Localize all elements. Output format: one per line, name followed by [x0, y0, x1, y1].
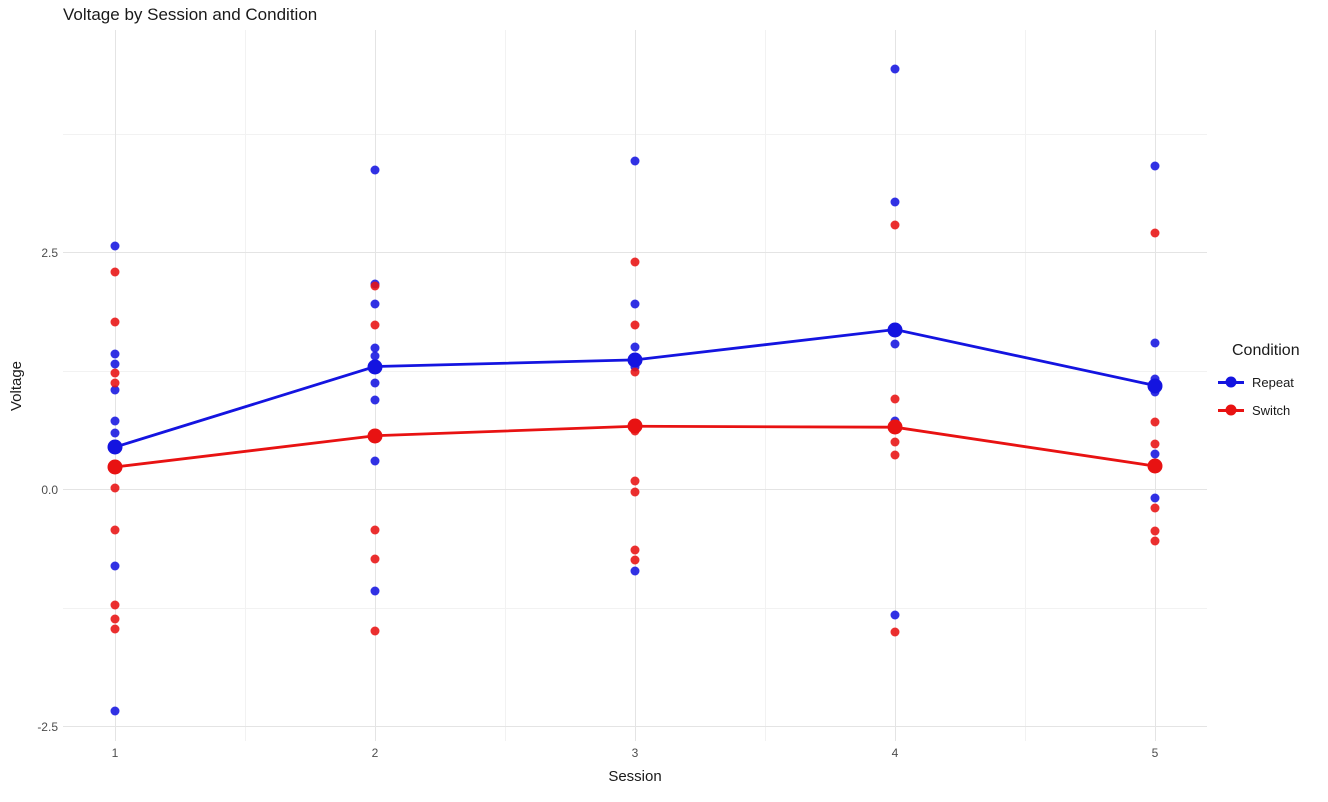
- data-point: [370, 554, 380, 564]
- data-point: [110, 525, 120, 535]
- switch-key-icon: [1218, 402, 1244, 418]
- data-point: [1150, 338, 1160, 348]
- data-point: [110, 614, 120, 624]
- legend-entry-switch: Switch: [1218, 402, 1300, 418]
- data-point: [370, 456, 380, 466]
- data-point: [110, 706, 120, 716]
- data-point: [110, 359, 120, 369]
- legend-label-repeat: Repeat: [1252, 374, 1294, 390]
- data-point: [630, 320, 640, 330]
- data-point: [630, 555, 640, 565]
- data-point: [110, 241, 120, 251]
- mean-point: [627, 352, 643, 368]
- data-point: [110, 368, 120, 378]
- mean-point: [627, 418, 643, 434]
- data-point: [890, 627, 900, 637]
- data-point: [630, 342, 640, 352]
- gridline-major-v: [634, 30, 636, 741]
- data-point: [1150, 536, 1160, 546]
- x-tick-label: 2: [371, 746, 379, 760]
- data-point: [370, 525, 380, 535]
- data-point: [1150, 161, 1160, 171]
- data-point: [370, 281, 380, 291]
- data-point: [630, 476, 640, 486]
- data-point: [890, 64, 900, 74]
- mean-point: [367, 428, 383, 444]
- data-point: [1150, 526, 1160, 536]
- data-point: [1150, 417, 1160, 427]
- x-tick-label: 4: [891, 746, 899, 760]
- data-point: [890, 450, 900, 460]
- data-point: [890, 197, 900, 207]
- gridline-minor-v: [1024, 30, 1026, 741]
- data-point: [110, 600, 120, 610]
- data-point: [110, 416, 120, 426]
- data-point: [890, 437, 900, 447]
- legend-entry-repeat: Repeat: [1218, 374, 1300, 390]
- data-point: [890, 220, 900, 230]
- data-point: [630, 566, 640, 576]
- gridline-minor-v: [244, 30, 246, 741]
- legend-label-switch: Switch: [1252, 402, 1291, 418]
- y-tick-label: 0.0: [41, 482, 58, 497]
- mean-point: [1147, 458, 1163, 474]
- data-point: [630, 367, 640, 377]
- data-point: [110, 561, 120, 571]
- data-point: [890, 610, 900, 620]
- mean-point: [887, 419, 903, 435]
- data-point: [630, 487, 640, 497]
- x-tick-label: 5: [1151, 746, 1159, 760]
- legend-title: Condition: [1232, 342, 1300, 359]
- x-axis-title: Session: [608, 768, 662, 785]
- data-point: [110, 349, 120, 359]
- data-point: [110, 624, 120, 634]
- data-point: [1150, 439, 1160, 449]
- data-point: [370, 395, 380, 405]
- x-tick-label: 3: [631, 746, 639, 760]
- data-point: [1150, 228, 1160, 238]
- data-point: [630, 156, 640, 166]
- data-point: [110, 378, 120, 388]
- data-point: [110, 267, 120, 277]
- data-point: [370, 299, 380, 309]
- data-point: [370, 626, 380, 636]
- gridline-minor-v: [764, 30, 766, 741]
- mean-point: [107, 459, 123, 475]
- data-point: [370, 586, 380, 596]
- legend: Condition Repeat Switch: [1218, 342, 1300, 430]
- data-point: [370, 378, 380, 388]
- y-tick-label: 2.5: [41, 245, 58, 260]
- mean-point: [367, 359, 383, 375]
- y-tick-label: -2.5: [37, 719, 58, 734]
- data-point: [890, 394, 900, 404]
- data-point: [110, 483, 120, 493]
- chart-title: Voltage by Session and Condition: [63, 5, 318, 24]
- data-point: [1150, 449, 1160, 459]
- data-point: [1150, 503, 1160, 513]
- mean-point: [107, 439, 123, 455]
- data-point: [110, 317, 120, 327]
- data-point: [370, 165, 380, 175]
- repeat-key-icon: [1218, 374, 1244, 390]
- data-point: [110, 428, 120, 438]
- data-point: [370, 320, 380, 330]
- data-point: [630, 257, 640, 267]
- mean-point: [887, 322, 903, 338]
- gridline-minor-v: [504, 30, 506, 741]
- data-point: [630, 299, 640, 309]
- y-axis-title: Voltage: [8, 360, 25, 412]
- data-point: [630, 545, 640, 555]
- x-tick-label: 1: [111, 746, 119, 760]
- data-point: [890, 339, 900, 349]
- mean-point: [1147, 378, 1163, 393]
- data-point: [1150, 493, 1160, 503]
